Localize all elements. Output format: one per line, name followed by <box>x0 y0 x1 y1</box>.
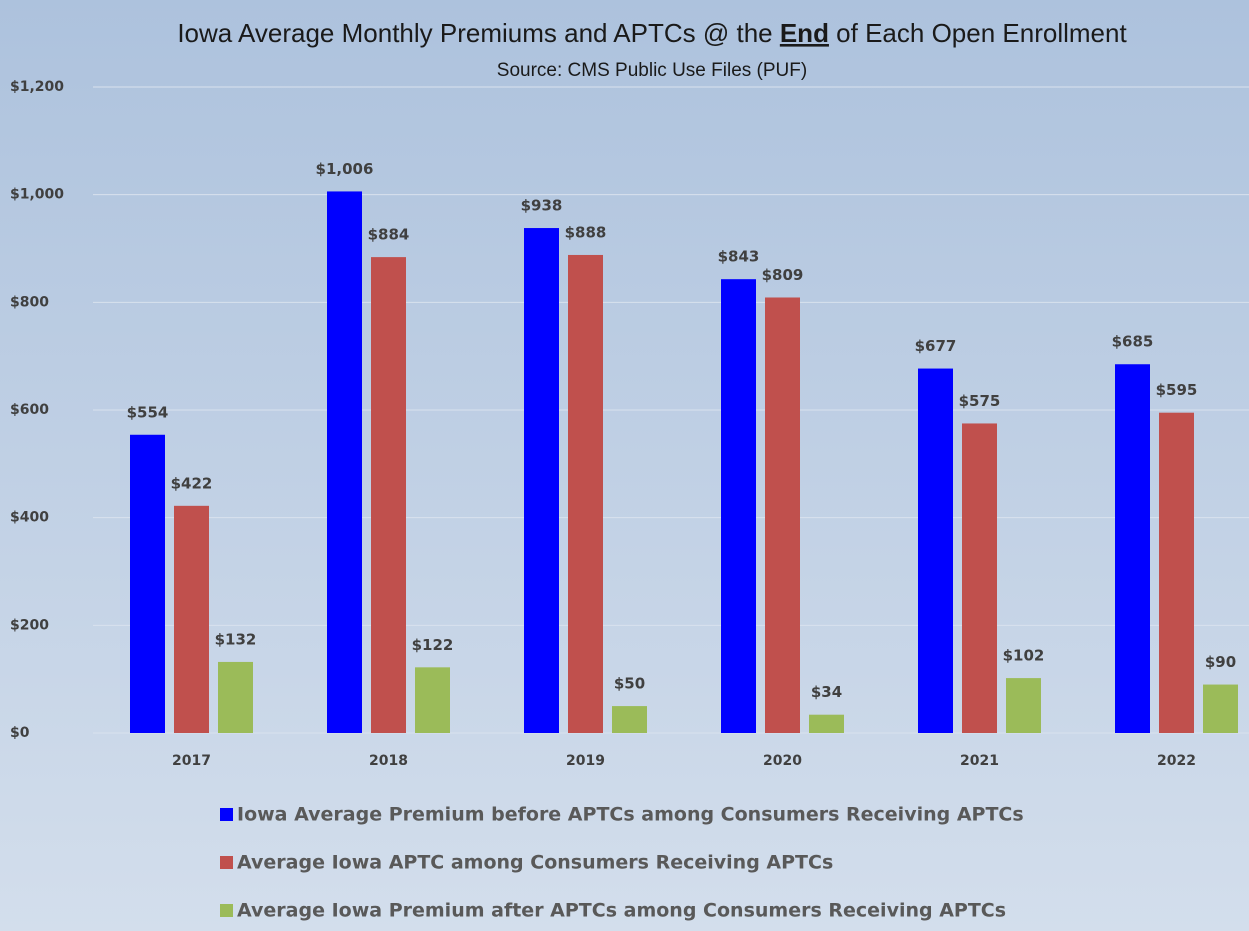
data-label: $90 <box>1205 653 1236 671</box>
bar <box>1159 412 1194 733</box>
data-label: $122 <box>412 636 454 654</box>
y-tick-label: $1,200 <box>10 79 64 95</box>
title-part: of Each Open Enrollment <box>829 18 1127 48</box>
data-label: $843 <box>718 248 760 266</box>
bar <box>524 228 559 733</box>
bar <box>130 434 165 733</box>
bar <box>721 279 756 733</box>
bar <box>1203 684 1238 733</box>
title-emphasis: End <box>780 18 829 48</box>
bar <box>809 714 844 733</box>
bar <box>568 254 603 733</box>
legend-label: Average Iowa Premium after APTCs among C… <box>237 900 1006 922</box>
data-label: $809 <box>762 266 804 284</box>
data-label: $132 <box>215 630 257 648</box>
data-label: $102 <box>1003 647 1045 665</box>
bar <box>327 191 362 734</box>
data-label: $554 <box>127 403 169 421</box>
bar <box>962 423 997 733</box>
chart-title: Iowa Average Monthly Premiums and APTCs … <box>177 18 1127 48</box>
bar <box>918 368 953 733</box>
data-label: $938 <box>521 197 563 215</box>
bar <box>1006 678 1041 733</box>
legend-swatch <box>220 808 233 821</box>
data-label: $575 <box>959 392 1001 410</box>
legend-swatch <box>220 856 233 869</box>
x-tick-label: 2018 <box>369 753 408 769</box>
data-label: $50 <box>614 675 645 693</box>
bar <box>612 706 647 733</box>
data-label: $685 <box>1112 333 1154 351</box>
legend-label: Average Iowa APTC among Consumers Receiv… <box>237 852 833 874</box>
bar <box>371 257 406 733</box>
y-tick-label: $400 <box>10 510 49 526</box>
x-tick-label: 2022 <box>1157 753 1196 769</box>
bar <box>174 505 209 733</box>
legend-label: Iowa Average Premium before APTCs among … <box>237 804 1024 826</box>
x-tick-label: 2019 <box>566 753 605 769</box>
data-label: $884 <box>368 226 410 244</box>
data-label: $34 <box>811 683 842 701</box>
bar <box>765 297 800 733</box>
y-tick-label: $200 <box>10 617 49 633</box>
data-label: $595 <box>1156 381 1198 399</box>
chart-subtitle: Source: CMS Public Use Files (PUF) <box>497 60 807 81</box>
bar <box>1115 364 1150 733</box>
bar <box>415 667 450 733</box>
y-tick-label: $800 <box>10 294 49 310</box>
y-tick-label: $0 <box>10 725 30 741</box>
title-part: Iowa Average Monthly Premiums and APTCs … <box>177 18 780 48</box>
x-tick-label: 2017 <box>172 753 211 769</box>
y-tick-label: $600 <box>10 402 49 418</box>
data-label: $1,006 <box>316 160 374 178</box>
bar <box>218 661 253 733</box>
x-tick-label: 2021 <box>960 753 999 769</box>
data-label: $888 <box>565 223 607 241</box>
x-tick-label: 2020 <box>763 753 802 769</box>
legend-swatch <box>220 904 233 917</box>
data-label: $422 <box>171 474 213 492</box>
data-label: $677 <box>915 337 957 355</box>
y-tick-label: $1,000 <box>10 187 64 203</box>
